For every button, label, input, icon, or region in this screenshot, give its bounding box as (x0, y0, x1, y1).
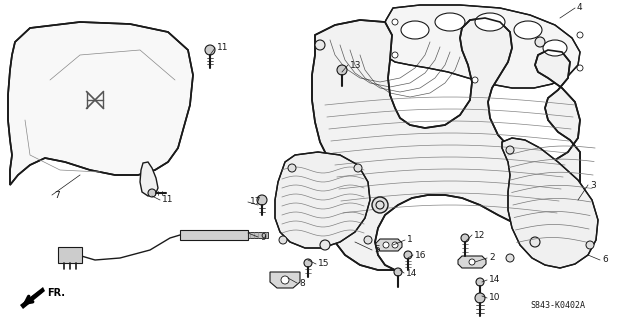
Circle shape (404, 251, 412, 259)
Bar (248, 232, 268, 238)
Polygon shape (20, 287, 45, 309)
Circle shape (472, 77, 478, 83)
Ellipse shape (435, 13, 465, 31)
Text: 11: 11 (217, 43, 228, 53)
Circle shape (288, 164, 296, 172)
Circle shape (577, 32, 583, 38)
Circle shape (279, 236, 287, 244)
Text: 15: 15 (318, 259, 330, 269)
Circle shape (354, 164, 362, 172)
Text: 12: 12 (474, 231, 485, 240)
Circle shape (337, 65, 347, 75)
Polygon shape (458, 256, 486, 268)
Circle shape (148, 189, 156, 197)
Circle shape (535, 37, 545, 47)
Circle shape (469, 259, 475, 265)
Circle shape (392, 52, 398, 58)
Polygon shape (275, 152, 370, 248)
Ellipse shape (514, 21, 542, 39)
Bar (180, 230, 248, 240)
Polygon shape (380, 5, 580, 88)
Ellipse shape (543, 40, 567, 56)
Text: 16: 16 (415, 250, 426, 259)
Circle shape (506, 254, 514, 262)
Circle shape (475, 293, 485, 303)
Circle shape (372, 197, 388, 213)
Circle shape (586, 241, 594, 249)
Ellipse shape (401, 21, 429, 39)
Circle shape (530, 237, 540, 247)
Text: 13: 13 (350, 61, 362, 70)
Polygon shape (502, 138, 598, 268)
Text: 14: 14 (489, 276, 500, 285)
Polygon shape (270, 272, 300, 288)
Circle shape (281, 276, 289, 284)
Text: 7: 7 (54, 190, 60, 199)
Circle shape (392, 242, 398, 248)
Circle shape (205, 45, 215, 55)
Text: S843-K0402A: S843-K0402A (530, 300, 585, 309)
Circle shape (394, 268, 402, 276)
Text: 14: 14 (406, 269, 417, 278)
Text: 8: 8 (299, 278, 305, 287)
Circle shape (315, 40, 325, 50)
Ellipse shape (475, 13, 505, 31)
Circle shape (392, 19, 398, 25)
Text: 5: 5 (374, 246, 380, 255)
Polygon shape (8, 22, 193, 185)
Polygon shape (140, 162, 158, 196)
Text: FR.: FR. (47, 288, 65, 298)
Circle shape (304, 259, 312, 267)
Polygon shape (376, 239, 402, 251)
Text: 1: 1 (407, 235, 413, 244)
Text: 10: 10 (489, 293, 500, 302)
Circle shape (320, 240, 330, 250)
Circle shape (506, 146, 514, 154)
Text: 9: 9 (260, 233, 266, 241)
Text: 4: 4 (577, 4, 582, 12)
Circle shape (476, 278, 484, 286)
Circle shape (577, 65, 583, 71)
Circle shape (364, 236, 372, 244)
Text: 11: 11 (162, 196, 173, 204)
Circle shape (461, 234, 469, 242)
Text: 17: 17 (250, 197, 262, 206)
Circle shape (257, 195, 267, 205)
Circle shape (383, 242, 389, 248)
Text: 3: 3 (590, 181, 596, 189)
Text: 6: 6 (602, 256, 608, 264)
Polygon shape (312, 18, 580, 270)
Bar (58, 247, 82, 263)
Text: 2: 2 (489, 254, 495, 263)
